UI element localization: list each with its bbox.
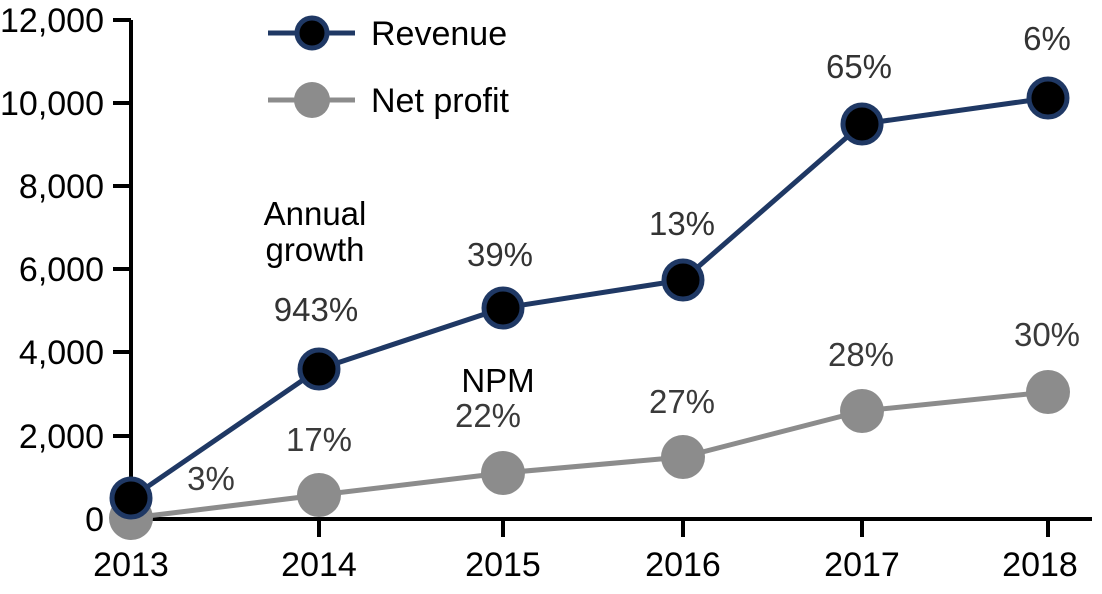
y-axis-label-8000: 8,000 [18, 168, 104, 206]
npm-label-2014: 17% [285, 421, 353, 458]
revenue-growth-label-2017: 65% [825, 48, 893, 85]
y-axis-label-0: 0 [85, 501, 104, 539]
revenue-growth-label-2016: 13% [648, 205, 716, 242]
y-axis-label-12000: 12,000 [0, 2, 104, 40]
y-axis-label-6000: 6,000 [18, 251, 104, 289]
x-axis-label-2015: 2015 [465, 546, 541, 584]
npm-label-2013: 3% [187, 460, 235, 497]
y-axis-label-2000: 2,000 [18, 418, 104, 456]
marker-net-profit-2016 [661, 435, 705, 479]
legend-swatch-marker-revenue [294, 15, 330, 51]
marker-revenue-2016 [661, 258, 705, 302]
revenue-growth-label-2015: 39% [466, 236, 534, 273]
npm-label-2017: 28% [827, 336, 895, 373]
marker-net-profit-2014 [297, 473, 341, 517]
npm-label-2018: 30% [1013, 316, 1081, 353]
x-axis-label-2016: 2016 [645, 546, 721, 584]
y-axis-label-10000: 10,000 [0, 85, 104, 123]
marker-net-profit-2018 [1026, 370, 1070, 414]
series-line-net-profit [128, 389, 1051, 521]
annual-growth-annotation: Annual growth [215, 195, 415, 269]
marker-revenue-2014 [297, 347, 341, 391]
marker-revenue-2015 [481, 286, 525, 330]
marker-revenue-2013 [109, 476, 153, 520]
npm-label: NPM [461, 362, 535, 399]
x-axis-label-2014: 2014 [281, 546, 357, 584]
npm-label-2015: 22% [454, 397, 522, 434]
marker-net-profit-2017 [840, 389, 884, 433]
x-axis-label-2018: 2018 [1002, 546, 1078, 584]
legend-label-net-profit: Net profit [371, 82, 509, 120]
revenue-growth-label-2018: 6% [1023, 20, 1071, 57]
series-line-revenue [128, 95, 1051, 501]
npm-annotation: NPM [398, 362, 598, 399]
y-axis-label-4000: 4,000 [18, 334, 104, 372]
legend-label-revenue: Revenue [371, 15, 508, 53]
marker-net-profit-2015 [481, 451, 525, 495]
legend-swatch-marker-net-profit [294, 82, 330, 118]
npm-label-2016: 27% [648, 383, 716, 420]
annual-growth-line-2: growth [265, 231, 365, 269]
x-axis-label-2017: 2017 [824, 546, 900, 584]
marker-revenue-2018 [1026, 76, 1070, 120]
revenue-growth-label-2014: 943% [273, 291, 359, 328]
marker-revenue-2017 [840, 102, 884, 146]
annual-growth-line-1: Annual [263, 195, 367, 232]
x-axis-label-2013: 2013 [93, 546, 169, 584]
